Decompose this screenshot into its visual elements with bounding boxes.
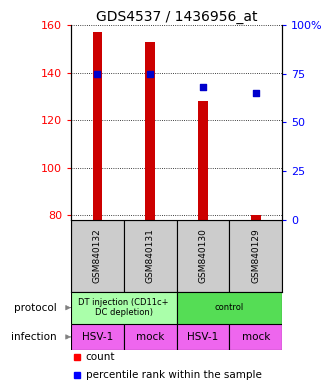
Point bbox=[148, 71, 153, 77]
Bar bbox=[198, 101, 208, 220]
Bar bbox=[71, 220, 124, 292]
Title: GDS4537 / 1436956_at: GDS4537 / 1436956_at bbox=[96, 10, 257, 24]
Text: mock: mock bbox=[136, 332, 164, 342]
Bar bbox=[71, 324, 124, 350]
Text: DT injection (CD11c+
DC depletion): DT injection (CD11c+ DC depletion) bbox=[79, 298, 169, 318]
Bar bbox=[146, 41, 155, 220]
Text: protocol: protocol bbox=[14, 303, 57, 313]
Bar bbox=[177, 220, 229, 292]
Bar bbox=[177, 324, 229, 350]
Bar bbox=[177, 292, 282, 324]
Text: HSV-1: HSV-1 bbox=[187, 332, 218, 342]
Text: control: control bbox=[215, 303, 244, 312]
Text: mock: mock bbox=[242, 332, 270, 342]
Bar bbox=[124, 220, 177, 292]
Point bbox=[200, 84, 206, 90]
Bar bbox=[93, 32, 102, 220]
Point bbox=[95, 71, 100, 77]
Bar bbox=[251, 215, 260, 220]
Bar bbox=[71, 292, 177, 324]
Bar bbox=[124, 324, 177, 350]
Point bbox=[253, 90, 258, 96]
Bar bbox=[229, 220, 282, 292]
Text: GSM840130: GSM840130 bbox=[198, 228, 208, 283]
Bar bbox=[229, 324, 282, 350]
Text: GSM840132: GSM840132 bbox=[93, 228, 102, 283]
Text: infection: infection bbox=[12, 332, 57, 342]
Text: HSV-1: HSV-1 bbox=[82, 332, 113, 342]
Text: GSM840129: GSM840129 bbox=[251, 228, 260, 283]
Text: count: count bbox=[86, 352, 115, 362]
Text: GSM840131: GSM840131 bbox=[146, 228, 155, 283]
Text: percentile rank within the sample: percentile rank within the sample bbox=[86, 370, 262, 380]
